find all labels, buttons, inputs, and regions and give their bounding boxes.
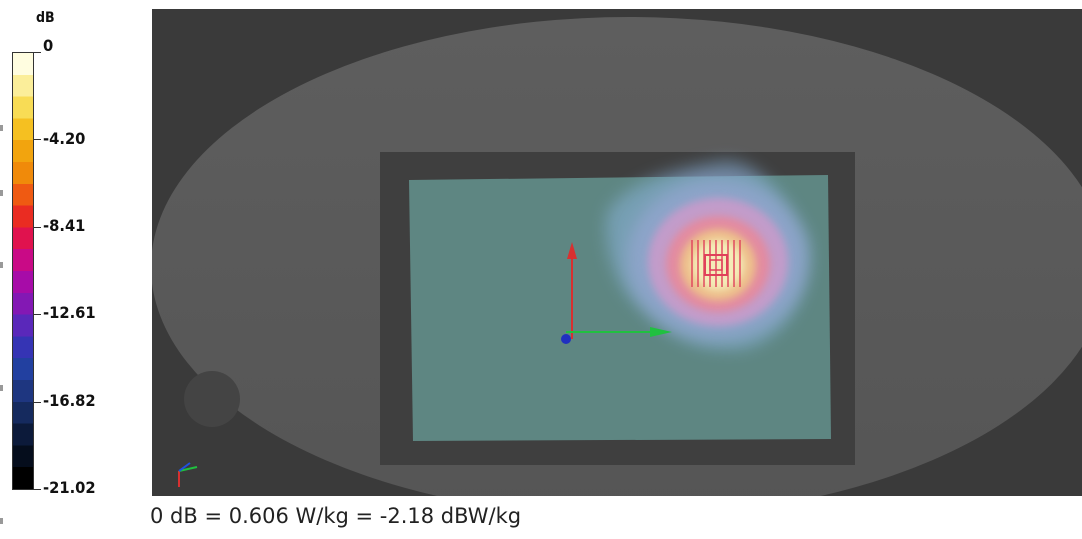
edge-mark — [0, 262, 3, 268]
edge-mark — [0, 190, 3, 196]
scale-tick — [34, 489, 41, 490]
scale-label: -4.20 — [43, 129, 86, 148]
scale-tick — [34, 52, 41, 53]
measurement-grid — [691, 240, 741, 287]
edge-mark — [0, 385, 3, 391]
color-scale-bar — [12, 52, 34, 490]
scale-tick — [34, 227, 41, 228]
scale-tick — [34, 402, 41, 403]
3d-viewport[interactable] — [152, 9, 1082, 496]
coordinate-axes — [561, 242, 672, 344]
sar-scene — [152, 17, 1082, 496]
reference-value-caption: 0 dB = 0.606 W/kg = -2.18 dBW/kg — [150, 504, 522, 528]
scale-label-max: 0 — [43, 36, 54, 55]
scale-label-min: -21.02 — [43, 478, 96, 497]
orientation-triad-icon — [178, 462, 198, 487]
scale-tick — [34, 139, 41, 140]
scale-label: -16.82 — [43, 391, 96, 410]
scale-tick — [34, 314, 41, 315]
scale-label: -12.61 — [43, 303, 96, 322]
edge-mark — [0, 518, 3, 524]
scale-label: -8.41 — [43, 216, 86, 235]
legend-unit-label: dB — [36, 10, 55, 26]
edge-mark — [0, 125, 3, 131]
mounting-circle — [184, 371, 240, 427]
